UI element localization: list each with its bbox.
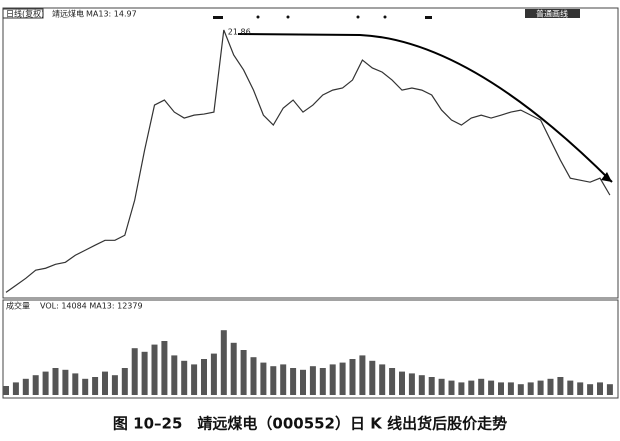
volume-bar xyxy=(280,364,287,395)
volume-bar xyxy=(369,360,376,395)
caption: 图 10–25 靖远煤电（000552）日 K 线出货后股价走势 xyxy=(113,415,507,433)
volume-bar xyxy=(408,373,415,395)
volume-bar xyxy=(349,359,356,395)
volume-bar xyxy=(577,382,584,395)
arrow-head xyxy=(601,172,612,182)
volume-bar xyxy=(458,382,465,395)
volume-bar xyxy=(468,380,475,395)
signal-dots xyxy=(213,15,432,19)
volume-bar xyxy=(161,341,168,395)
volume-bar xyxy=(62,369,69,395)
volume-bar xyxy=(547,378,554,395)
volume-bar xyxy=(379,364,386,395)
volume-bar xyxy=(22,378,29,395)
price-line xyxy=(5,29,611,293)
volume-bar xyxy=(151,344,158,395)
volume-bar xyxy=(359,355,366,395)
volume-bar xyxy=(42,371,49,395)
volume-bar xyxy=(606,384,613,395)
volume-bar xyxy=(240,350,247,395)
stock-name: 靖远煤电 xyxy=(52,9,84,19)
volume-bar xyxy=(587,384,594,395)
volume-bar xyxy=(191,364,198,395)
volume-bar xyxy=(478,378,485,395)
volume-bar xyxy=(389,368,396,395)
volume-bar xyxy=(102,371,108,395)
volume-bar xyxy=(230,342,237,395)
volume-bar xyxy=(567,380,574,395)
volume-bar xyxy=(12,382,19,395)
trend-arrow xyxy=(237,33,613,183)
volume-bar xyxy=(537,380,544,395)
volume-bar xyxy=(250,357,257,395)
volume-pane xyxy=(2,299,619,399)
volume-bar xyxy=(319,368,326,395)
volume-bar xyxy=(428,377,435,395)
volume-bar xyxy=(270,366,277,395)
volume-bar xyxy=(201,359,207,395)
volume-bar xyxy=(131,348,138,395)
volume-bar xyxy=(3,386,9,395)
volume-bar xyxy=(111,375,118,395)
volume-bar xyxy=(72,373,79,395)
volume-bar xyxy=(32,375,39,395)
tool-button[interactable] xyxy=(525,9,580,18)
volume-bar xyxy=(92,377,99,395)
volume-bar xyxy=(597,382,603,395)
volume-bar xyxy=(171,355,178,395)
volume-bar xyxy=(488,380,495,395)
tool-label[interactable]: 普通画线 xyxy=(536,9,568,19)
volume-bar xyxy=(121,368,128,395)
volume-bar xyxy=(300,369,306,395)
volume-bar xyxy=(399,371,405,395)
volume-bar xyxy=(220,330,227,395)
volume-bar xyxy=(498,382,504,395)
volume-info: VOL: 14084 MA13: 12379 xyxy=(40,302,143,311)
volume-bar xyxy=(82,378,89,395)
volume-bar xyxy=(52,368,59,395)
ma-value: MA13: 14.97 xyxy=(86,10,137,19)
volume-bar xyxy=(438,378,445,395)
volume-bar xyxy=(309,366,316,395)
volume-label: 成交量 xyxy=(6,301,30,311)
mode: 日线(复权) xyxy=(6,9,44,19)
volume-bar xyxy=(448,380,455,395)
volume-bar xyxy=(210,353,217,395)
volume-bar xyxy=(527,382,534,395)
volume-bar xyxy=(260,362,267,395)
volume-bar xyxy=(418,375,425,395)
volume-bar xyxy=(557,377,564,395)
volume-bar xyxy=(517,384,524,395)
volume-bar xyxy=(141,351,148,395)
mode-box xyxy=(2,8,44,19)
peak-label: 21.86 xyxy=(228,27,251,36)
volume-bar xyxy=(181,360,188,395)
volume-bar xyxy=(507,382,514,395)
volume-bar xyxy=(339,362,346,395)
volume-bar xyxy=(329,364,336,395)
price-pane xyxy=(2,7,619,299)
volume-bar xyxy=(290,368,297,395)
